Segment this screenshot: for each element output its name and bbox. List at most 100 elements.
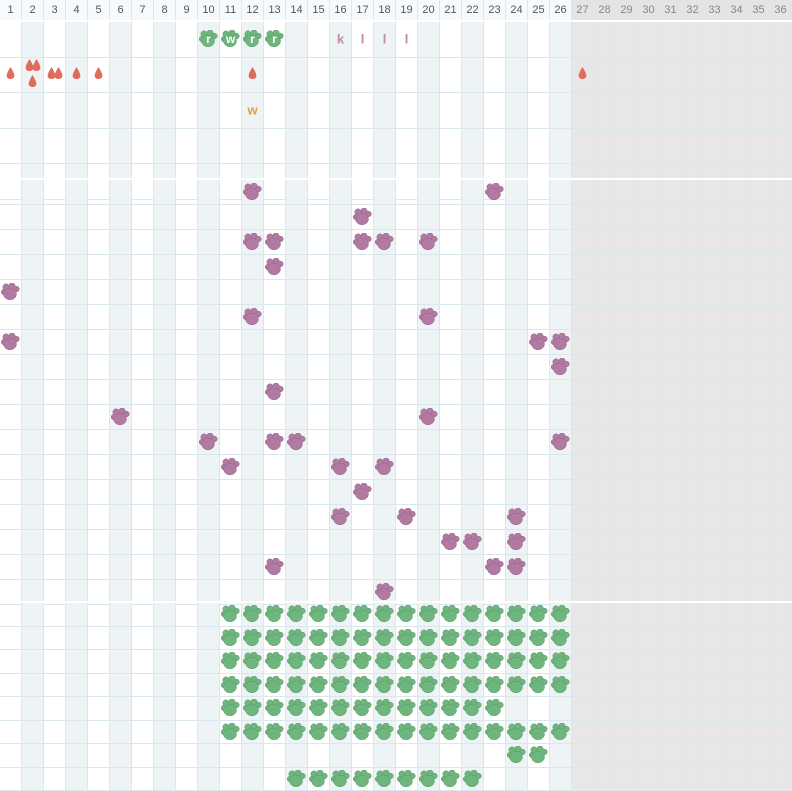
bottom-cell-3-12 xyxy=(242,674,264,697)
top-cell-3-30 xyxy=(638,129,660,164)
purple-paw-icon-row10-col10 xyxy=(199,433,219,451)
bottom-cell-7-31 xyxy=(660,768,682,791)
middle-cell-0-13 xyxy=(264,180,286,204)
middle-cell-0-26 xyxy=(550,180,572,204)
middle-cell-6-31 xyxy=(660,330,682,354)
bottom-green-paw-icon-row2-col22 xyxy=(463,652,483,670)
middle-cell-7-19 xyxy=(396,355,418,379)
bottom-cell-5-6 xyxy=(110,721,132,744)
top-cell-3-34 xyxy=(726,129,748,164)
top-cell-1-24 xyxy=(506,58,528,93)
middle-cell-8-23 xyxy=(484,380,506,404)
bottom-cell-2-32 xyxy=(682,650,704,673)
top-cell-0-20 xyxy=(418,22,440,57)
middle-cell-7-9 xyxy=(176,355,198,379)
middle-cell-2-19 xyxy=(396,230,418,254)
middle-cell-15-13 xyxy=(264,555,286,579)
top-cell-3-35 xyxy=(748,129,770,164)
middle-cell-6-32 xyxy=(682,330,704,354)
bottom-cell-2-35 xyxy=(748,650,770,673)
middle-cell-0-11 xyxy=(220,180,242,204)
middle-cell-7-22 xyxy=(462,355,484,379)
middle-cell-14-14 xyxy=(286,530,308,554)
bottom-cell-7-1 xyxy=(0,768,22,791)
bottom-cell-7-10 xyxy=(198,768,220,791)
middle-cell-12-6 xyxy=(110,480,132,504)
top-cell-3-33 xyxy=(704,129,726,164)
top-row-3 xyxy=(0,129,792,165)
bottom-green-paw-icon-row0-col16 xyxy=(331,605,351,623)
middle-cell-14-6 xyxy=(110,530,132,554)
middle-cell-7-28 xyxy=(594,355,616,379)
middle-cell-14-12 xyxy=(242,530,264,554)
bottom-cell-6-22 xyxy=(462,744,484,767)
middle-cell-12-12 xyxy=(242,480,264,504)
top-cell-0-30 xyxy=(638,22,660,57)
middle-cell-9-27 xyxy=(572,405,594,429)
green-paw-icon-col12 xyxy=(243,30,263,48)
purple-paw-icon-row2-col20 xyxy=(419,233,439,251)
middle-cell-11-12 xyxy=(242,455,264,479)
bottom-cell-5-13 xyxy=(264,721,286,744)
bottom-cell-1-30 xyxy=(638,627,660,650)
middle-cell-11-10 xyxy=(198,455,220,479)
middle-cell-11-33 xyxy=(704,455,726,479)
bottom-cell-1-10 xyxy=(198,627,220,650)
bottom-cell-1-32 xyxy=(682,627,704,650)
bottom-cell-1-22 xyxy=(462,627,484,650)
bottom-cell-6-2 xyxy=(22,744,44,767)
bottom-cell-1-36 xyxy=(770,627,792,650)
bottom-cell-7-30 xyxy=(638,768,660,791)
bottom-cell-5-28 xyxy=(594,721,616,744)
bottom-cell-1-24 xyxy=(506,627,528,650)
middle-cell-12-26 xyxy=(550,480,572,504)
middle-cell-14-15 xyxy=(308,530,330,554)
bottom-cell-7-4 xyxy=(66,768,88,791)
top-cell-3-21 xyxy=(440,129,462,164)
bottom-cell-7-28 xyxy=(594,768,616,791)
top-cell-3-20 xyxy=(418,129,440,164)
bottom-cell-0-14 xyxy=(286,603,308,626)
bottom-green-paw-icon-row1-col23 xyxy=(485,629,505,647)
middle-cell-6-3 xyxy=(44,330,66,354)
column-header-25: 25 xyxy=(528,0,550,20)
middle-cell-14-25 xyxy=(528,530,550,554)
middle-cell-8-21 xyxy=(440,380,462,404)
middle-cell-14-23 xyxy=(484,530,506,554)
middle-cell-8-14 xyxy=(286,380,308,404)
middle-cell-4-30 xyxy=(638,280,660,304)
middle-row-2 xyxy=(0,230,792,255)
middle-cell-15-6 xyxy=(110,555,132,579)
bottom-cell-3-23 xyxy=(484,674,506,697)
middle-cell-6-30 xyxy=(638,330,660,354)
middle-cell-13-29 xyxy=(616,505,638,529)
middle-cell-12-30 xyxy=(638,480,660,504)
bottom-green-paw-icon-row1-col21 xyxy=(441,629,461,647)
middle-cell-5-30 xyxy=(638,305,660,329)
middle-cell-0-15 xyxy=(308,180,330,204)
middle-cell-2-15 xyxy=(308,230,330,254)
bottom-cell-7-26 xyxy=(550,768,572,791)
column-header-13: 13 xyxy=(264,0,286,20)
middle-cell-10-17 xyxy=(352,430,374,454)
top-cell-1-34 xyxy=(726,58,748,93)
bottom-green-paw-icon-row5-col13 xyxy=(265,723,285,741)
purple-paw-icon-row0-col23 xyxy=(485,183,505,201)
middle-cell-6-36 xyxy=(770,330,792,354)
bottom-cell-4-25 xyxy=(528,697,550,720)
middle-cell-13-4 xyxy=(66,505,88,529)
top-cell-1-6 xyxy=(110,58,132,93)
bottom-green-paw-icon-row2-col17 xyxy=(353,652,373,670)
top-cell-1-22 xyxy=(462,58,484,93)
middle-cell-8-30 xyxy=(638,380,660,404)
bottom-green-paw-icon-row2-col20 xyxy=(419,652,439,670)
top-cell-1-21 xyxy=(440,58,462,93)
top-cell-0-16: k xyxy=(330,22,352,57)
bottom-green-paw-icon-row0-col15 xyxy=(309,605,329,623)
column-header-11: 11 xyxy=(220,0,242,20)
bottom-row-0 xyxy=(0,603,792,627)
green-paw-icon-col13 xyxy=(265,30,285,48)
middle-cell-11-25 xyxy=(528,455,550,479)
purple-paw-icon-row15-col23 xyxy=(485,558,505,576)
bottom-cell-3-25 xyxy=(528,674,550,697)
